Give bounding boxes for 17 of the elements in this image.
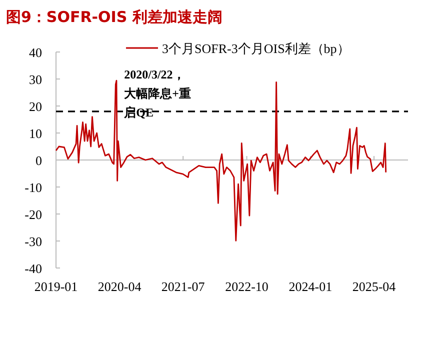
x-tick-label: 2025-04 [352, 279, 396, 294]
y-tick-label: 0 [36, 153, 42, 168]
x-tick-label: 2020-04 [98, 279, 142, 294]
y-tick-label: 10 [29, 126, 42, 141]
legend-label: 3个月SOFR-3个月OIS利差（bp） [162, 41, 350, 56]
y-tick-label: -30 [24, 234, 42, 249]
x-tick-label: 2022-10 [225, 279, 268, 294]
y-tick-label: 20 [29, 99, 42, 114]
x-tick-label: 2024-01 [288, 279, 332, 294]
x-tick-label: 2021-07 [161, 279, 206, 294]
y-tick-label: -20 [24, 207, 42, 222]
y-tick-label: -40 [24, 261, 42, 276]
x-tick-label: 2019-01 [34, 279, 78, 294]
y-tick-label: 40 [29, 45, 42, 60]
chart-title: 图9：SOFR-OIS 利差加速走阔 [6, 8, 222, 26]
y-tick-label: -10 [24, 180, 42, 195]
y-tick-label: 30 [29, 72, 42, 87]
